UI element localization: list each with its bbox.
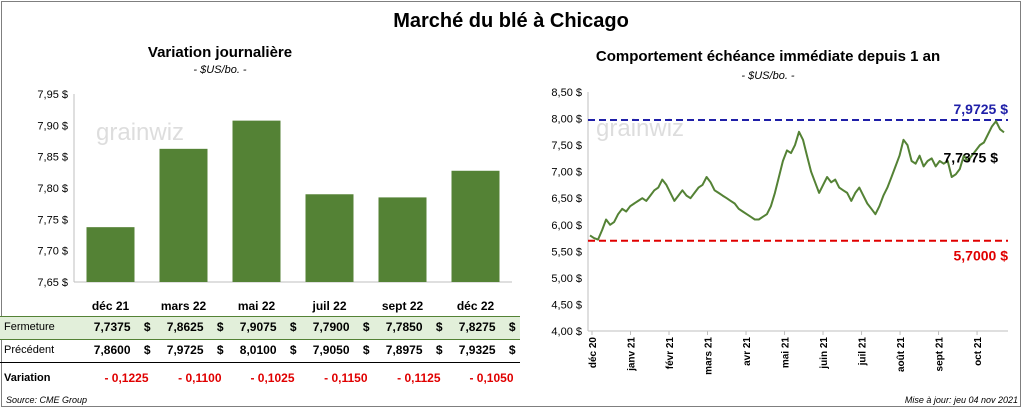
bar: [232, 120, 281, 282]
cell-currency: $: [143, 343, 151, 357]
bar: [86, 227, 135, 282]
x-tick-label: juil 21: [858, 337, 869, 367]
variation-row: Variation - 0,1225 - 0,1100 - 0,1025 - 0,11…: [0, 368, 520, 390]
right-chart-title: Comportement échéance immédiate depuis 1…: [595, 48, 941, 65]
cell-value: - 0,1225: [104, 371, 149, 385]
watermark: grainwiz: [96, 119, 184, 146]
y-tick-label: 7,70 $: [37, 246, 68, 258]
cell-value: 7,7850: [385, 320, 423, 334]
cell-value: 7,7375: [93, 320, 131, 334]
x-tick-label: sept 22: [382, 299, 424, 313]
cell-value: 8,0100: [239, 343, 277, 357]
x-tick-label: avr 21: [742, 337, 753, 366]
cell-currency: $: [508, 320, 516, 334]
y-tick-label: 7,95 $: [37, 89, 68, 101]
bar: [159, 148, 208, 282]
cell-value: - 0,1050: [469, 371, 514, 385]
previous-row-label: Précédent: [4, 344, 55, 356]
cell-currency: $: [289, 343, 297, 357]
cell-value: 7,9725: [166, 343, 204, 357]
close-row: Fermeture 7,7375 $7,8625 $7,9075 $7,7900 $7,…: [0, 316, 520, 340]
x-tick-label: janv 21: [627, 337, 638, 372]
update-date: Mise à jour: jeu 04 nov 2021: [904, 395, 1018, 405]
x-tick-label: déc 20: [588, 337, 599, 369]
y-tick-label: 7,75 $: [37, 214, 68, 226]
x-tick-label: sept 21: [935, 337, 946, 372]
x-tick-label: juin 21: [819, 337, 830, 370]
cell-currency: $: [508, 343, 516, 357]
x-tick-label: févr 21: [665, 337, 676, 370]
y-tick-label: 7,50 $: [551, 140, 582, 152]
daily-variation-bar-chart: 7,65 $ 7,70 $ 7,75 $ 7,80 $ 7,85 $ 7,90 $ 7,95…: [37, 89, 512, 313]
cell-value: 7,7900: [312, 320, 350, 334]
low-reference-label: 5,7000 $: [954, 248, 1009, 264]
y-tick-label: 4,50 $: [551, 299, 582, 311]
y-tick-label: 7,00 $: [551, 167, 582, 179]
cell-currency: $: [143, 320, 151, 334]
x-tick-label: mars 22: [161, 299, 207, 313]
x-tick-label: déc 21: [92, 299, 130, 313]
x-tick-label: mars 21: [704, 337, 715, 375]
cell-value: - 0,1150: [324, 371, 368, 385]
cell-value: - 0,1125: [397, 371, 441, 385]
bar: [451, 170, 500, 282]
y-tick-label: 5,50 $: [551, 246, 582, 258]
close-row-label: Fermeture: [4, 321, 55, 333]
y-tick-label: 6,00 $: [551, 220, 582, 232]
left-chart-subtitle: - $US/bo. -: [193, 64, 247, 76]
x-tick-label: mai 22: [238, 299, 276, 313]
cell-value: 7,8625: [166, 320, 204, 334]
price-series-line: [589, 120, 1005, 241]
cell-value: 7,9325: [458, 343, 496, 357]
one-year-line-chart: 4,00 $ 4,50 $ 5,00 $ 5,50 $ 6,00 $ 6,50 $ 7,00…: [551, 87, 1009, 375]
x-tick-label: août 21: [896, 337, 907, 372]
cell-value: - 0,1100: [178, 371, 222, 385]
y-tick-label: 6,50 $: [551, 193, 582, 205]
variation-row-label: Variation: [4, 372, 51, 384]
cell-currency: $: [435, 343, 443, 357]
cell-currency: $: [216, 343, 224, 357]
cell-value: 7,9075: [239, 320, 277, 334]
cell-currency: $: [289, 320, 297, 334]
y-tick-label: 5,00 $: [551, 273, 582, 285]
x-tick-label: oct 21: [973, 337, 984, 366]
source-note: Source: CME Group: [6, 395, 88, 405]
cell-currency: $: [216, 320, 224, 334]
bar: [378, 197, 427, 282]
y-tick-label: 8,00 $: [551, 114, 582, 126]
x-tick-label: mai 21: [781, 337, 792, 369]
y-tick-label: 8,50 $: [551, 87, 582, 99]
y-tick-label: 7,85 $: [37, 152, 68, 164]
left-chart-title: Variation journalière: [147, 44, 293, 61]
cell-currency: $: [362, 343, 370, 357]
cell-value: 7,9050: [312, 343, 350, 357]
y-tick-label: 4,00 $: [551, 326, 582, 338]
cell-currency: $: [435, 320, 443, 334]
bar: [305, 194, 354, 282]
cell-value: 7,8975: [385, 343, 423, 357]
right-chart-subtitle: - $US/bo. -: [741, 70, 795, 82]
last-value-label: 7,7375 $: [944, 149, 999, 165]
y-tick-label: 7,65 $: [37, 277, 68, 289]
x-tick-label: juil 22: [311, 299, 346, 313]
y-tick-label: 7,80 $: [37, 183, 68, 195]
cell-currency: $: [362, 320, 370, 334]
x-tick-label: déc 22: [457, 299, 495, 313]
cell-value: 7,8600: [93, 343, 131, 357]
y-tick-label: 7,90 $: [37, 120, 68, 132]
cell-value: 7,8275: [458, 320, 496, 334]
cell-value: - 0,1025: [250, 371, 295, 385]
page-title: Marché du blé à Chicago: [393, 10, 629, 32]
previous-row: Précédent 7,8600 $7,9725 $8,0100 $7,9050 $7,…: [0, 340, 520, 363]
high-reference-label: 7,9725 $: [954, 101, 1009, 117]
